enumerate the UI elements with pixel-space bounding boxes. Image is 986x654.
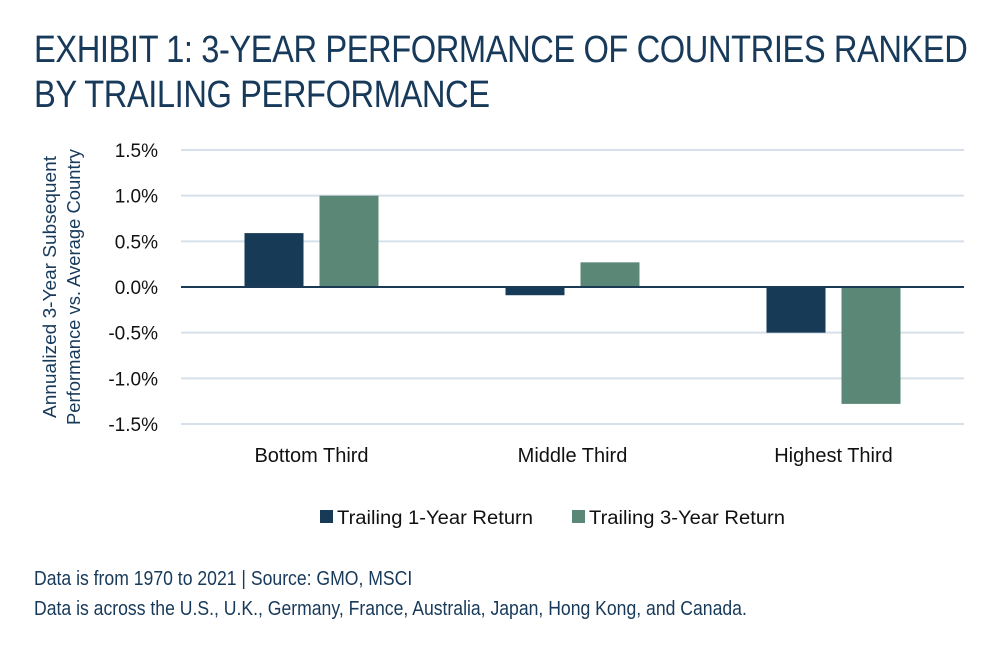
y-axis-label-line: Annualized 3-Year Subsequent [40,156,60,418]
y-axis-label-line: Performance vs. Average Country [64,149,84,425]
y-tick-label: 1.5% [115,141,158,162]
x-tick-label: Middle Third [518,445,628,467]
y-axis-ticks: 1.5% 1.0% 0.5% 0.0% -0.5% -1.0% -1.5% [108,141,158,436]
x-tick-label: Highest Third [774,445,893,467]
chart-title: EXHIBIT 1: 3-YEAR PERFORMANCE OF COUNTRI… [34,28,968,118]
footnote-coverage: Data is across the U.S., U.K., Germany, … [34,598,747,620]
chart-title-line-1: EXHIBIT 1: 3-YEAR PERFORMANCE OF COUNTRI… [34,29,968,71]
legend-swatch-trailing-1yr [320,510,333,523]
y-tick-label: 1.0% [115,187,158,208]
bar-trailing-3yr [841,287,901,404]
legend-label: Trailing 1-Year Return [337,508,533,529]
y-tick-label: -1.0% [108,369,158,390]
bar-trailing-3yr [319,195,379,287]
legend-swatch-trailing-3yr [572,510,585,523]
gridlines [181,149,964,425]
footnote-source: Data is from 1970 to 2021 | Source: GMO,… [34,568,413,590]
legend-label: Trailing 3-Year Return [589,508,785,529]
legend: Trailing 1-Year Return Trailing 3-Year Re… [320,508,785,529]
x-axis-ticks: Bottom Third Middle Third Highest Third [254,445,892,467]
chart-title-line-2: BY TRAILING PERFORMANCE [34,74,490,116]
bars [244,195,901,404]
y-tick-label: 0.5% [115,232,158,253]
y-tick-label: 0.0% [115,278,158,299]
bar-trailing-1yr [244,233,304,287]
y-tick-label: -0.5% [108,324,158,345]
y-axis-label: Annualized 3-Year Subsequent Performance … [40,149,84,425]
bar-trailing-1yr [505,287,565,296]
y-tick-label: -1.5% [108,415,158,436]
bar-trailing-1yr [766,287,826,333]
bar-trailing-3yr [580,262,640,287]
x-tick-label: Bottom Third [254,445,368,467]
